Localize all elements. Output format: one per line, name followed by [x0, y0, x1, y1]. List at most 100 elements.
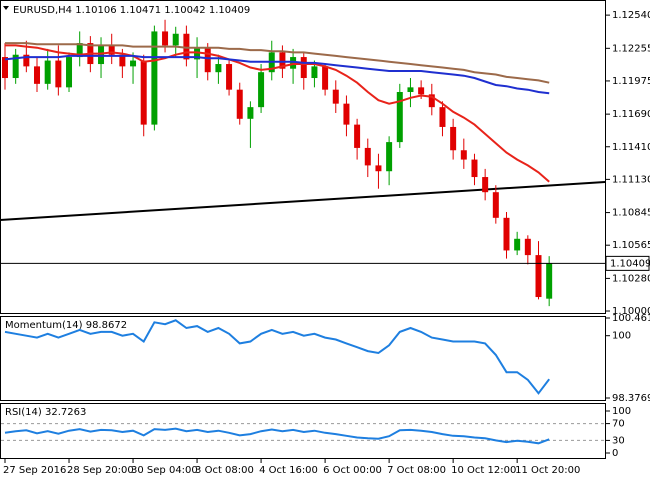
x-tick-label: 6 Oct 00:00: [323, 465, 382, 476]
x-tick-label: 30 Sep 04:00: [131, 465, 198, 476]
y-tick-label: 1.11130: [612, 174, 650, 185]
candle-body: [492, 192, 499, 218]
candle-body: [535, 255, 542, 298]
candle-body: [524, 238, 531, 256]
candle-body: [407, 87, 414, 93]
candle-body: [418, 87, 425, 95]
indicator-name: RSI(14): [5, 407, 42, 418]
candle-body: [450, 126, 457, 151]
candle-body: [300, 57, 307, 79]
y-tick-label: 1.11690: [612, 109, 650, 120]
chart-title: EURUSD,H4 1.10106 1.10471 1.10042 1.1040…: [13, 5, 250, 16]
candle-body: [322, 66, 329, 90]
y-tick-label: 100: [612, 406, 631, 417]
candle-body: [428, 94, 435, 108]
candle-body: [55, 60, 62, 88]
y-tick-label: 100: [612, 331, 631, 342]
candle-body: [2, 57, 8, 79]
indicator-line: [4, 427, 550, 445]
moving-average: [4, 54, 550, 95]
candle-body: [23, 54, 30, 67]
y-tick-label: 1.10280: [612, 273, 650, 284]
last-price-label: 1.10409: [610, 258, 650, 269]
candle-body: [76, 43, 83, 58]
candle-body: [226, 64, 233, 90]
candle-body: [503, 217, 510, 251]
trend-line: [0, 181, 606, 221]
candle-body: [375, 165, 382, 172]
y-tick-label: 100.4611: [612, 313, 650, 324]
y-tick-label: 1.10565: [612, 240, 650, 251]
y-tick-label: 1.12540: [612, 10, 650, 21]
rsi-title: RSI(14) 32.7263: [5, 407, 86, 418]
y-tick-label: 1.11975: [612, 76, 650, 87]
momentum-panel: [0, 316, 606, 401]
low: 1.10042: [164, 5, 205, 16]
candle-body: [386, 142, 393, 172]
candle-body: [140, 60, 147, 125]
x-tick-label: 4 Oct 16:00: [259, 465, 318, 476]
candle-body: [162, 31, 169, 46]
candle-body: [279, 52, 286, 69]
candle-body: [44, 60, 51, 84]
x-tick-label: 11 Oct 20:00: [515, 465, 580, 476]
candle-body: [364, 147, 371, 166]
candle-body: [354, 124, 361, 148]
candle-body: [215, 64, 222, 73]
moving-average: [5, 42, 550, 84]
candle-body: [66, 57, 73, 88]
open: 1.10106: [75, 5, 116, 16]
indicator-name: Momentum(14): [5, 320, 83, 331]
candle-body: [12, 54, 19, 79]
momentum-title: Momentum(14) 98.8672: [5, 320, 127, 331]
candle-body: [290, 57, 297, 69]
price-panel: [0, 0, 606, 314]
candle-body: [151, 31, 158, 125]
y-tick-label: 1.11410: [612, 142, 650, 153]
x-tick-label: 7 Oct 08:00: [387, 465, 446, 476]
y-tick-label: 30: [612, 435, 625, 446]
indicator-value: 98.8672: [86, 320, 127, 331]
candle-body: [119, 54, 126, 67]
high: 1.10471: [120, 5, 161, 16]
candle-body: [247, 107, 254, 119]
candle-body: [258, 72, 265, 108]
candle-body: [343, 103, 350, 125]
candle-body: [183, 33, 190, 60]
symbol: EURUSD,H4: [13, 5, 72, 16]
x-tick-label: 10 Oct 12:00: [451, 465, 516, 476]
y-tick-label: 1.12255: [612, 43, 650, 54]
x-tick-label: 3 Oct 08:00: [195, 465, 254, 476]
indicator-value: 32.7263: [45, 407, 86, 418]
candle-body: [236, 89, 243, 119]
candle-body: [332, 89, 339, 104]
candle-body: [130, 60, 137, 67]
indicator-line: [4, 319, 550, 395]
candle-body: [482, 177, 489, 193]
x-tick-label: 28 Sep 20:00: [67, 465, 134, 476]
menu-arrow: [3, 6, 9, 10]
rsi-panel: [0, 403, 606, 459]
x-tick-label: 27 Sep 2016: [3, 465, 66, 476]
candle-body: [546, 263, 553, 299]
candle-body: [311, 66, 318, 79]
y-tick-label: 98.3769: [612, 393, 650, 404]
candle-body: [108, 45, 115, 55]
y-tick-label: 70: [612, 419, 625, 430]
moving-average: [5, 44, 550, 183]
candle-body: [172, 33, 179, 46]
candle-body: [204, 47, 211, 73]
candle-body: [439, 107, 446, 127]
candle-body: [396, 92, 403, 143]
candle-body: [514, 238, 521, 251]
y-tick-label: 1.10845: [612, 208, 650, 219]
candle-body: [98, 45, 105, 65]
candle-body: [34, 66, 41, 84]
candle-body: [460, 150, 467, 160]
y-tick-label: 1.10000: [612, 306, 650, 317]
close: 1.10409: [209, 5, 250, 16]
y-tick-label: 0: [612, 448, 618, 459]
last-price-box: [605, 255, 650, 271]
candle-body: [194, 47, 201, 60]
